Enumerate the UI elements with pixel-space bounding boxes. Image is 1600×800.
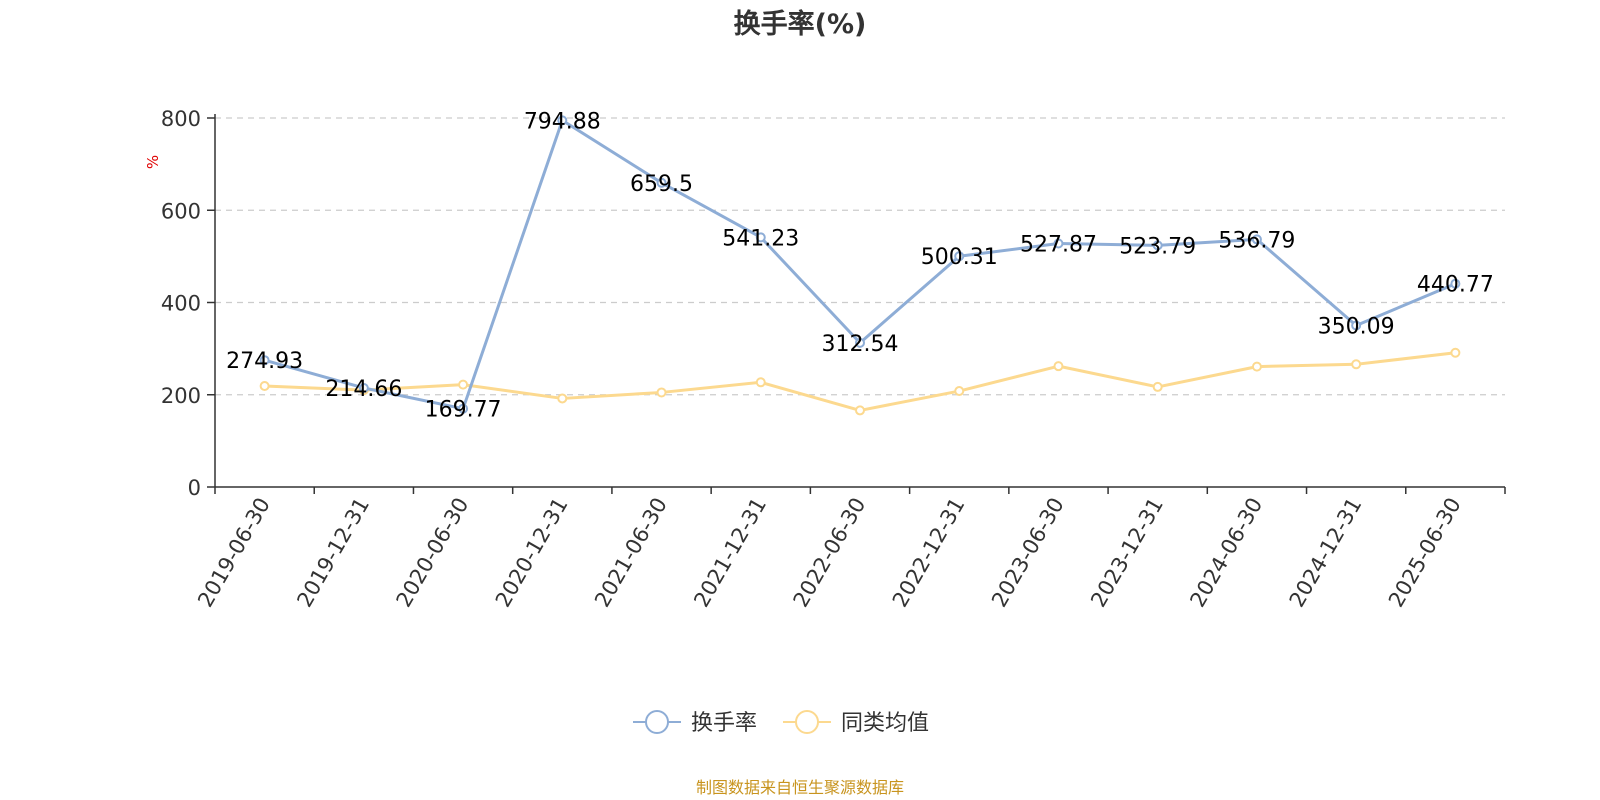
data-label: 169.77 <box>425 398 502 423</box>
data-point <box>358 382 369 393</box>
x-tick-label: 2020-12-31 <box>491 494 573 612</box>
grid-layer <box>215 117 1505 396</box>
data-label: 523.79 <box>1119 234 1196 259</box>
x-tick-label: 2023-06-30 <box>987 494 1069 612</box>
data-point <box>1152 381 1163 392</box>
data-point <box>855 405 865 416</box>
data-point <box>755 232 766 243</box>
data-point <box>1450 278 1461 289</box>
data-point <box>458 379 469 390</box>
data-label: 527.87 <box>1020 233 1097 258</box>
x-tick-label: 2020-06-30 <box>392 494 474 612</box>
x-tick-label: 2025-06-30 <box>1384 494 1466 612</box>
data-point <box>954 386 965 397</box>
legend-label: 同类均值 <box>841 711 929 736</box>
data-point <box>557 393 568 404</box>
data-point <box>259 380 270 391</box>
y-axis-unit: % <box>144 155 162 169</box>
data-point <box>557 115 568 126</box>
x-tick-label: 2019-12-31 <box>292 494 374 612</box>
legend-item: 同类均值 <box>783 710 929 736</box>
data-point <box>1152 240 1163 251</box>
source-note: 制图数据来自恒生聚源数据库 <box>696 778 904 797</box>
data-point <box>656 387 667 398</box>
legend-marker <box>795 710 819 734</box>
data-label: 274.93 <box>226 349 303 374</box>
x-tick-label: 2021-12-31 <box>689 494 771 612</box>
data-point <box>1351 359 1362 370</box>
data-point <box>855 337 865 348</box>
y-tick-label: 200 <box>161 384 201 408</box>
data-point <box>1053 238 1064 249</box>
x-tick-label: 2024-12-31 <box>1285 494 1367 612</box>
x-tick-label: 2023-12-31 <box>1086 494 1168 612</box>
data-label: 536.79 <box>1218 228 1295 253</box>
data-label: 794.88 <box>524 109 601 134</box>
data-label: 659.5 <box>630 172 693 197</box>
data-point <box>458 403 469 414</box>
data-point <box>755 377 766 388</box>
axis-layer: 0 200 400 600 800 2019-06-30 2019-12-31 2020-06… <box>161 107 1506 612</box>
x-tick-label: 2022-12-31 <box>888 494 970 612</box>
data-label: 350.09 <box>1318 315 1395 340</box>
data-point <box>1351 320 1362 331</box>
y-tick-label: 800 <box>161 107 201 131</box>
chart-title: 换手率(%) <box>734 8 867 40</box>
data-label-layer: 274.93 214.66 169.77 794.88 659.5 541.23 312.5… <box>226 109 1494 422</box>
legend-item: 换手率 <box>633 710 757 736</box>
data-label: 500.31 <box>921 245 998 270</box>
x-tick-label: 2021-06-30 <box>590 494 672 612</box>
data-point <box>954 251 965 262</box>
data-label: 541.23 <box>722 226 799 251</box>
legend: 换手率 同类均值 <box>633 710 929 736</box>
y-tick-label: 0 <box>188 476 201 500</box>
data-point <box>259 355 270 366</box>
data-label: 440.77 <box>1417 273 1494 298</box>
data-label: 214.66 <box>325 377 402 402</box>
x-tick-label: 2019-06-30 <box>193 494 275 612</box>
y-tick-label: 400 <box>161 292 201 316</box>
data-point <box>1450 347 1461 358</box>
x-tick-label: 2022-06-30 <box>789 494 871 612</box>
data-point <box>656 177 667 188</box>
legend-marker <box>645 710 669 734</box>
series-layer <box>259 115 1461 416</box>
x-tick-label: 2024-06-30 <box>1185 494 1267 612</box>
data-point <box>1251 361 1262 372</box>
data-label: 312.54 <box>822 332 899 357</box>
y-tick-label: 600 <box>161 199 201 223</box>
data-point <box>1251 234 1262 245</box>
data-point <box>1053 361 1064 372</box>
legend-label: 换手率 <box>691 711 757 736</box>
